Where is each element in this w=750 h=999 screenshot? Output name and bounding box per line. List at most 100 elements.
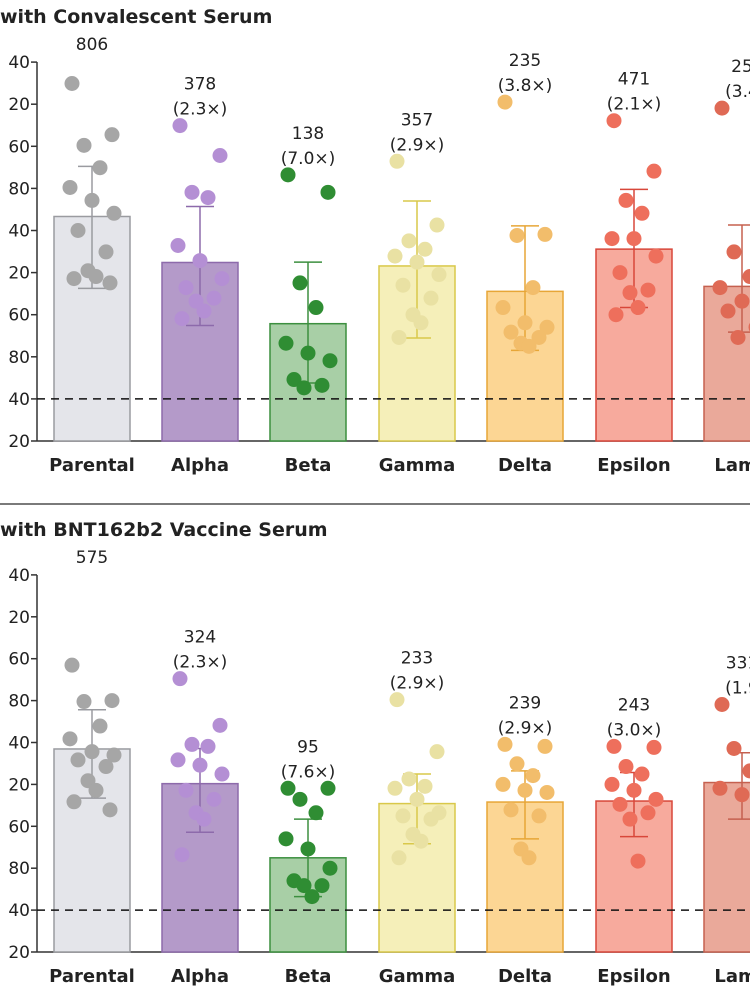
data-point-parental: [84, 192, 100, 208]
data-point-alpha: [184, 184, 200, 200]
data-point-beta: [322, 353, 338, 369]
data-point-parental: [76, 694, 92, 710]
data-point-parental: [106, 205, 122, 221]
data-point-gamma: [423, 811, 439, 827]
data-point-delta: [525, 280, 541, 296]
data-point-epsilon: [648, 248, 664, 264]
y-tick-label: 20: [8, 432, 30, 452]
data-point-parental: [104, 127, 120, 143]
value-annotation: 239: [509, 693, 541, 713]
category-label: Lamb: [714, 966, 750, 987]
data-point-delta: [539, 319, 555, 335]
data-point-gamma: [389, 692, 405, 708]
value-annotation: 233: [401, 649, 433, 669]
data-point-gamma: [417, 778, 433, 794]
value-annotation: 575: [76, 548, 108, 568]
fold-change-annotation: (7.0×): [281, 149, 336, 169]
data-point-delta: [495, 776, 511, 792]
y-tick-label: 20: [8, 264, 30, 284]
panel-title-convalescent: with Convalescent Serum: [0, 6, 273, 28]
data-point-epsilon: [612, 796, 628, 812]
data-point-lamb: [714, 100, 730, 116]
data-point-alpha: [214, 766, 230, 782]
panel-divider: [0, 503, 750, 505]
data-point-beta: [308, 805, 324, 821]
data-point-parental: [88, 782, 104, 798]
data-point-epsilon: [626, 782, 642, 798]
data-point-parental: [84, 744, 100, 760]
data-point-alpha: [172, 118, 188, 134]
data-point-gamma: [387, 780, 403, 796]
data-point-gamma: [391, 850, 407, 866]
data-point-parental: [98, 759, 114, 775]
data-point-parental: [92, 160, 108, 176]
data-point-delta: [521, 850, 537, 866]
fold-change-annotation: (3.8×): [498, 76, 553, 96]
category-label: Alpha: [171, 455, 229, 476]
data-point-parental: [62, 731, 78, 747]
data-point-beta: [280, 167, 296, 183]
data-point-beta: [314, 377, 330, 393]
category-label: Parental: [49, 966, 135, 987]
y-tick-label: 20: [8, 775, 30, 795]
value-annotation: 243: [618, 695, 650, 715]
data-point-alpha: [192, 253, 208, 269]
data-point-lamb: [734, 787, 750, 803]
data-point-epsilon: [618, 759, 634, 775]
data-point-epsilon: [622, 811, 638, 827]
data-point-lamb: [714, 697, 730, 713]
data-point-epsilon: [630, 853, 646, 869]
data-point-parental: [64, 657, 80, 673]
data-point-alpha: [174, 847, 190, 863]
data-point-parental: [70, 752, 86, 768]
category-label: Beta: [285, 966, 332, 987]
value-annotation: 138: [292, 124, 324, 144]
data-point-epsilon: [646, 739, 662, 755]
data-point-gamma: [409, 254, 425, 270]
data-point-delta: [539, 784, 555, 800]
y-tick-label: 40: [8, 53, 30, 73]
data-point-beta: [308, 300, 324, 316]
category-label: Parental: [49, 455, 135, 476]
y-tick-label: 40: [8, 901, 30, 921]
value-annotation: 25: [731, 57, 750, 77]
data-point-epsilon: [618, 192, 634, 208]
data-point-beta: [320, 780, 336, 796]
data-point-beta: [292, 791, 308, 807]
bar-alpha: [161, 261, 239, 442]
fold-change-annotation: (3.0×): [607, 720, 662, 740]
data-point-beta: [286, 372, 302, 388]
data-point-parental: [62, 179, 78, 195]
value-annotation: 324: [184, 628, 216, 648]
y-tick-label: 20: [8, 943, 30, 963]
data-point-epsilon: [622, 285, 638, 301]
data-point-lamb: [726, 740, 742, 756]
y-tick-label: 80: [8, 179, 30, 199]
category-label: Delta: [498, 966, 552, 987]
data-point-beta: [292, 275, 308, 291]
data-point-delta: [497, 94, 513, 110]
data-point-alpha: [214, 271, 230, 287]
data-point-beta: [304, 889, 320, 905]
data-point-lamb: [742, 269, 750, 285]
fold-change-annotation: (1.9: [725, 679, 750, 699]
data-point-delta: [537, 738, 553, 754]
data-point-beta: [322, 860, 338, 876]
data-point-gamma: [389, 153, 405, 169]
y-tick-label: 80: [8, 692, 30, 712]
data-point-parental: [102, 275, 118, 291]
data-point-delta: [517, 315, 533, 331]
data-point-lamb: [734, 293, 750, 309]
data-point-parental: [88, 269, 104, 285]
y-tick-label: 60: [8, 137, 30, 157]
data-point-parental: [104, 693, 120, 709]
value-annotation: 331: [726, 654, 750, 674]
y-tick-label: 60: [8, 306, 30, 326]
category-label: Gamma: [379, 455, 456, 476]
y-tick-label: 80: [8, 859, 30, 879]
data-point-epsilon: [604, 231, 620, 247]
y-tick-label: 60: [8, 817, 30, 837]
fold-change-annotation: (2.1×): [607, 95, 662, 115]
data-point-alpha: [178, 782, 194, 798]
